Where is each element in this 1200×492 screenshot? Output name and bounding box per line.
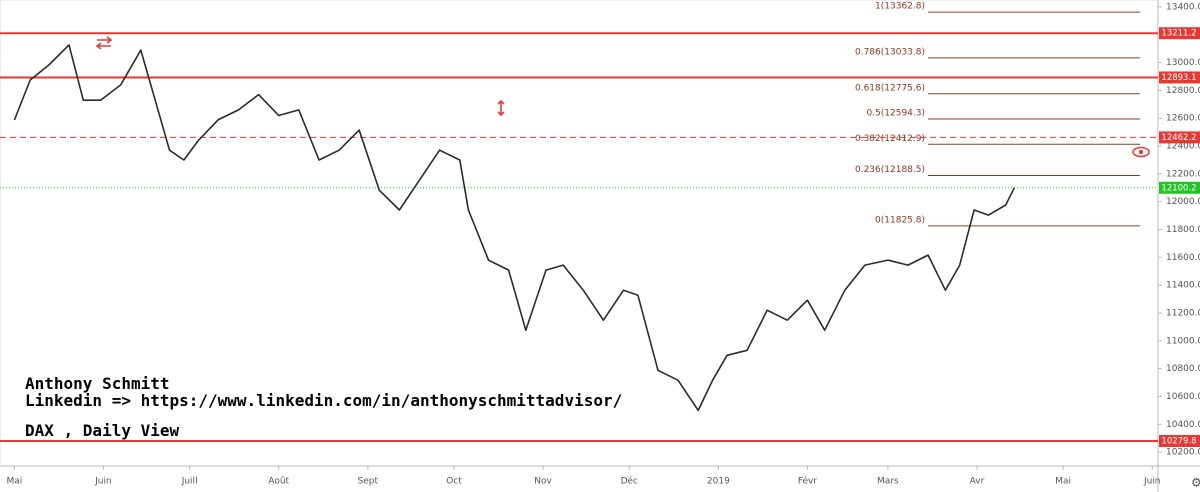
- fib-label: 0.382(12412.9): [855, 134, 925, 144]
- price-level-label: 12893.1: [1161, 73, 1196, 83]
- y-tick-label: 11400.0: [1166, 281, 1200, 291]
- y-tick-label: 10600.0: [1166, 392, 1200, 402]
- y-tick-label: 13000.0: [1166, 58, 1200, 68]
- link-note: Linkedin => https://www.linkedin.com/in/…: [25, 391, 622, 410]
- fib-label: 0.618(12775.6): [855, 83, 925, 93]
- fib-label: 0.236(12188.5): [855, 165, 925, 175]
- author-note: Anthony Schmitt: [25, 374, 170, 393]
- price-level-box: [1159, 71, 1200, 84]
- settings-icon[interactable]: ⚙: [1191, 476, 1200, 490]
- price-level-label: 12462.2: [1161, 133, 1196, 143]
- x-tick-label: Août: [268, 477, 289, 487]
- y-tick-label: 11600.0: [1166, 253, 1200, 263]
- direction-icon: [95, 36, 505, 117]
- x-tick-label: Juin: [1143, 477, 1161, 487]
- price-level-label: 13211.2: [1161, 29, 1196, 39]
- x-tick-label: Déc: [621, 476, 638, 487]
- y-tick-label: 10200.0: [1166, 448, 1200, 458]
- price-level-box: [1159, 27, 1200, 40]
- y-tick-label: 12200.0: [1166, 169, 1200, 179]
- x-tick-label: Févr: [798, 476, 818, 487]
- x-tick-label: Juin: [94, 477, 112, 487]
- fib-label: 0(11825.8): [875, 215, 925, 225]
- eye-icon: [1132, 146, 1150, 158]
- x-tick-label: 2019: [707, 477, 730, 487]
- y-tick-label: 13400.0: [1166, 2, 1200, 12]
- y-tick-label: 12000.0: [1166, 197, 1200, 207]
- price-line: [13, 44, 1016, 412]
- price-level-box: [1159, 181, 1200, 194]
- x-tick-label: Oct: [446, 477, 462, 487]
- y-tick-label: 12400.0: [1166, 142, 1200, 152]
- price-level-box: [1159, 434, 1200, 447]
- y-tick-label: 11800.0: [1166, 225, 1200, 235]
- x-tick-label: Mai: [1055, 477, 1071, 487]
- y-tick-label: 11200.0: [1166, 308, 1200, 318]
- fib-label: 0.5(12594.3): [866, 109, 925, 119]
- y-tick-label: 10800.0: [1166, 364, 1200, 374]
- x-tick-label: Mai: [6, 477, 22, 487]
- fib-label: 0.786(13033.8): [855, 47, 925, 57]
- price-level-label: 10279.8: [1161, 436, 1196, 446]
- chart-note: DAX , Daily View: [25, 421, 179, 440]
- fib-label: 1(13362.8): [875, 2, 925, 12]
- x-tick-label: Nov: [534, 477, 552, 487]
- y-tick-label: 12600.0: [1166, 114, 1200, 124]
- price-level-box: [1159, 131, 1200, 144]
- y-tick-label: 10400.0: [1166, 420, 1200, 430]
- y-tick-label: 11000.0: [1166, 336, 1200, 346]
- y-tick-label: 12800.0: [1166, 86, 1200, 96]
- x-tick-label: Mars: [877, 477, 899, 487]
- price-level-label: 12100.2: [1161, 183, 1196, 193]
- x-tick-label: Sept: [358, 477, 379, 487]
- x-tick-label: Avr: [970, 477, 985, 487]
- x-tick-label: Juill: [181, 477, 198, 487]
